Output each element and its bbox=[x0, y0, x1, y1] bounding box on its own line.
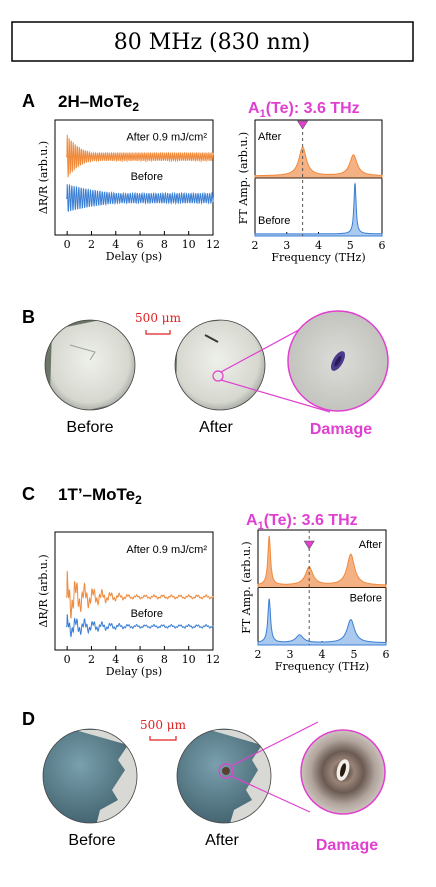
a-time-tick-label-2: 2 bbox=[88, 238, 95, 251]
c-time-tick-label-2: 2 bbox=[88, 653, 95, 666]
damage-label-b: Damage bbox=[310, 421, 372, 438]
label-A: A bbox=[22, 91, 35, 111]
a-time-tick-label-4: 4 bbox=[112, 238, 119, 251]
chart-c-freq: 2 3 4 5 6 Frequency (THz) FT Amp. (arb.u.) Afte… bbox=[240, 529, 390, 673]
a-freq-legend-before: Before bbox=[258, 215, 290, 227]
a-time-tick-label-0: 0 bbox=[64, 238, 71, 251]
a-freq-legend-after: After bbox=[258, 131, 282, 143]
c-time-legend-after: After 0.9 mJ/cm² bbox=[126, 544, 207, 556]
zoom-d bbox=[300, 729, 386, 815]
caption-d-after: After bbox=[205, 832, 239, 849]
a-time-xlabel: Delay (ps) bbox=[106, 250, 162, 263]
a-freq-ylabel: FT Amp. (arb.u.) bbox=[237, 132, 250, 224]
damage-marker-b bbox=[212, 370, 224, 382]
a-time-legend-before: Before bbox=[131, 171, 163, 183]
c-freq-tick-label-2: 2 bbox=[255, 648, 262, 661]
c-freq-legend-before: Before bbox=[350, 592, 382, 604]
c-freq-legend-after: After bbox=[359, 539, 383, 551]
a-time-series-before bbox=[65, 183, 214, 212]
a-freq-series-before bbox=[254, 182, 383, 237]
a-time-series-after bbox=[65, 134, 214, 178]
photo-d-after bbox=[176, 728, 272, 824]
scale-b: 500 μm bbox=[135, 311, 182, 325]
caption-d-before: Before bbox=[68, 832, 115, 849]
a-freq-tick-label-3: 3 bbox=[283, 239, 290, 252]
photo-b-after bbox=[174, 319, 266, 411]
c-time-tick-label-10: 10 bbox=[182, 653, 196, 666]
material-C: 1T’–MoTe2 bbox=[58, 485, 142, 507]
photo-d-before bbox=[42, 728, 138, 824]
a-time-frame bbox=[54, 119, 214, 236]
zoom-line-d2 bbox=[230, 775, 311, 813]
chart-c-time: 0 2 4 6 8 10 12 Delay (ps) ΔR/R (arb.u.) After 0.… bbox=[37, 531, 220, 678]
c-time-tick-label-12: 12 bbox=[206, 653, 220, 666]
material-A: 2H–MoTe2 bbox=[58, 92, 139, 114]
a-time-tick-label-6: 6 bbox=[137, 238, 144, 251]
c-time-xlabel: Delay (ps) bbox=[106, 665, 162, 678]
c-time-tick-label-0: 0 bbox=[64, 653, 71, 666]
a-freq-tick-label-5: 5 bbox=[347, 239, 354, 252]
c-freq-tick-label-4: 4 bbox=[319, 648, 326, 661]
c-freq-tick-label-5: 5 bbox=[351, 648, 358, 661]
c-freq-ylabel: FT Amp. (arb.u.) bbox=[240, 541, 253, 633]
c-time-frame bbox=[54, 531, 214, 651]
label-B: B bbox=[22, 307, 35, 327]
c-freq-tick-label-3: 3 bbox=[287, 648, 294, 661]
title: 80 MHz (830 nm) bbox=[114, 30, 310, 55]
peak-label-C: A1(Te): 3.6 THz bbox=[246, 512, 358, 532]
c-freq-marker bbox=[303, 540, 315, 550]
damage-label-d: Damage bbox=[316, 837, 378, 854]
c-freq-tick-label-6: 6 bbox=[383, 648, 390, 661]
a-time-tick-label-10: 10 bbox=[182, 238, 196, 251]
c-time-series-after bbox=[65, 570, 214, 620]
title-box bbox=[11, 21, 414, 62]
peak-label-A: A1(Te): 3.6 THz bbox=[248, 100, 360, 120]
chart-a-freq: 2 3 4 5 6 Frequency (THz) FT Amp. (arb.u.) Afte… bbox=[237, 119, 386, 264]
a-freq-xlabel: Frequency (THz) bbox=[271, 251, 365, 264]
c-time-legend-before: Before bbox=[131, 608, 163, 620]
label-C: C bbox=[22, 484, 35, 504]
a-time-tick-label-8: 8 bbox=[161, 238, 168, 251]
zoom-line-d1 bbox=[230, 721, 319, 767]
label-D: D bbox=[22, 709, 35, 729]
c-time-series-before bbox=[65, 614, 214, 638]
a-freq-tick-label-2: 2 bbox=[252, 239, 259, 252]
caption-b-before: Before bbox=[66, 419, 113, 436]
caption-b-after: After bbox=[199, 419, 233, 436]
a-freq-series-after bbox=[254, 146, 383, 179]
a-time-tick-label-12: 12 bbox=[206, 238, 220, 251]
c-freq-xlabel: Frequency (THz) bbox=[275, 660, 369, 673]
a-time-ylabel: ΔR/R (arb.u.) bbox=[37, 141, 50, 214]
zoom-line-b2 bbox=[220, 379, 331, 413]
a-time-legend-after: After 0.9 mJ/cm² bbox=[126, 132, 207, 144]
a-freq-tick-label-6: 6 bbox=[379, 239, 386, 252]
c-time-tick-label-8: 8 bbox=[161, 653, 168, 666]
scale-bar-d bbox=[149, 736, 177, 741]
scale-d: 500 μm bbox=[140, 718, 187, 732]
c-time-ylabel: ΔR/R (arb.u.) bbox=[37, 554, 50, 627]
a-freq-tick-label-4: 4 bbox=[315, 239, 322, 252]
c-time-tick-label-6: 6 bbox=[137, 653, 144, 666]
c-freq-series-before bbox=[257, 598, 387, 646]
zoom-b bbox=[287, 310, 389, 412]
a-freq-marker bbox=[297, 120, 309, 130]
c-freq-series-after bbox=[257, 535, 387, 588]
damage-marker-d bbox=[218, 763, 234, 779]
photo-b-before bbox=[44, 319, 136, 411]
chart-a-time: 0 2 4 6 8 10 12 Delay (ps) ΔR/R (arb.u.) After 0.… bbox=[37, 119, 220, 263]
scale-bar-b bbox=[145, 330, 171, 335]
c-time-tick-label-4: 4 bbox=[112, 653, 119, 666]
